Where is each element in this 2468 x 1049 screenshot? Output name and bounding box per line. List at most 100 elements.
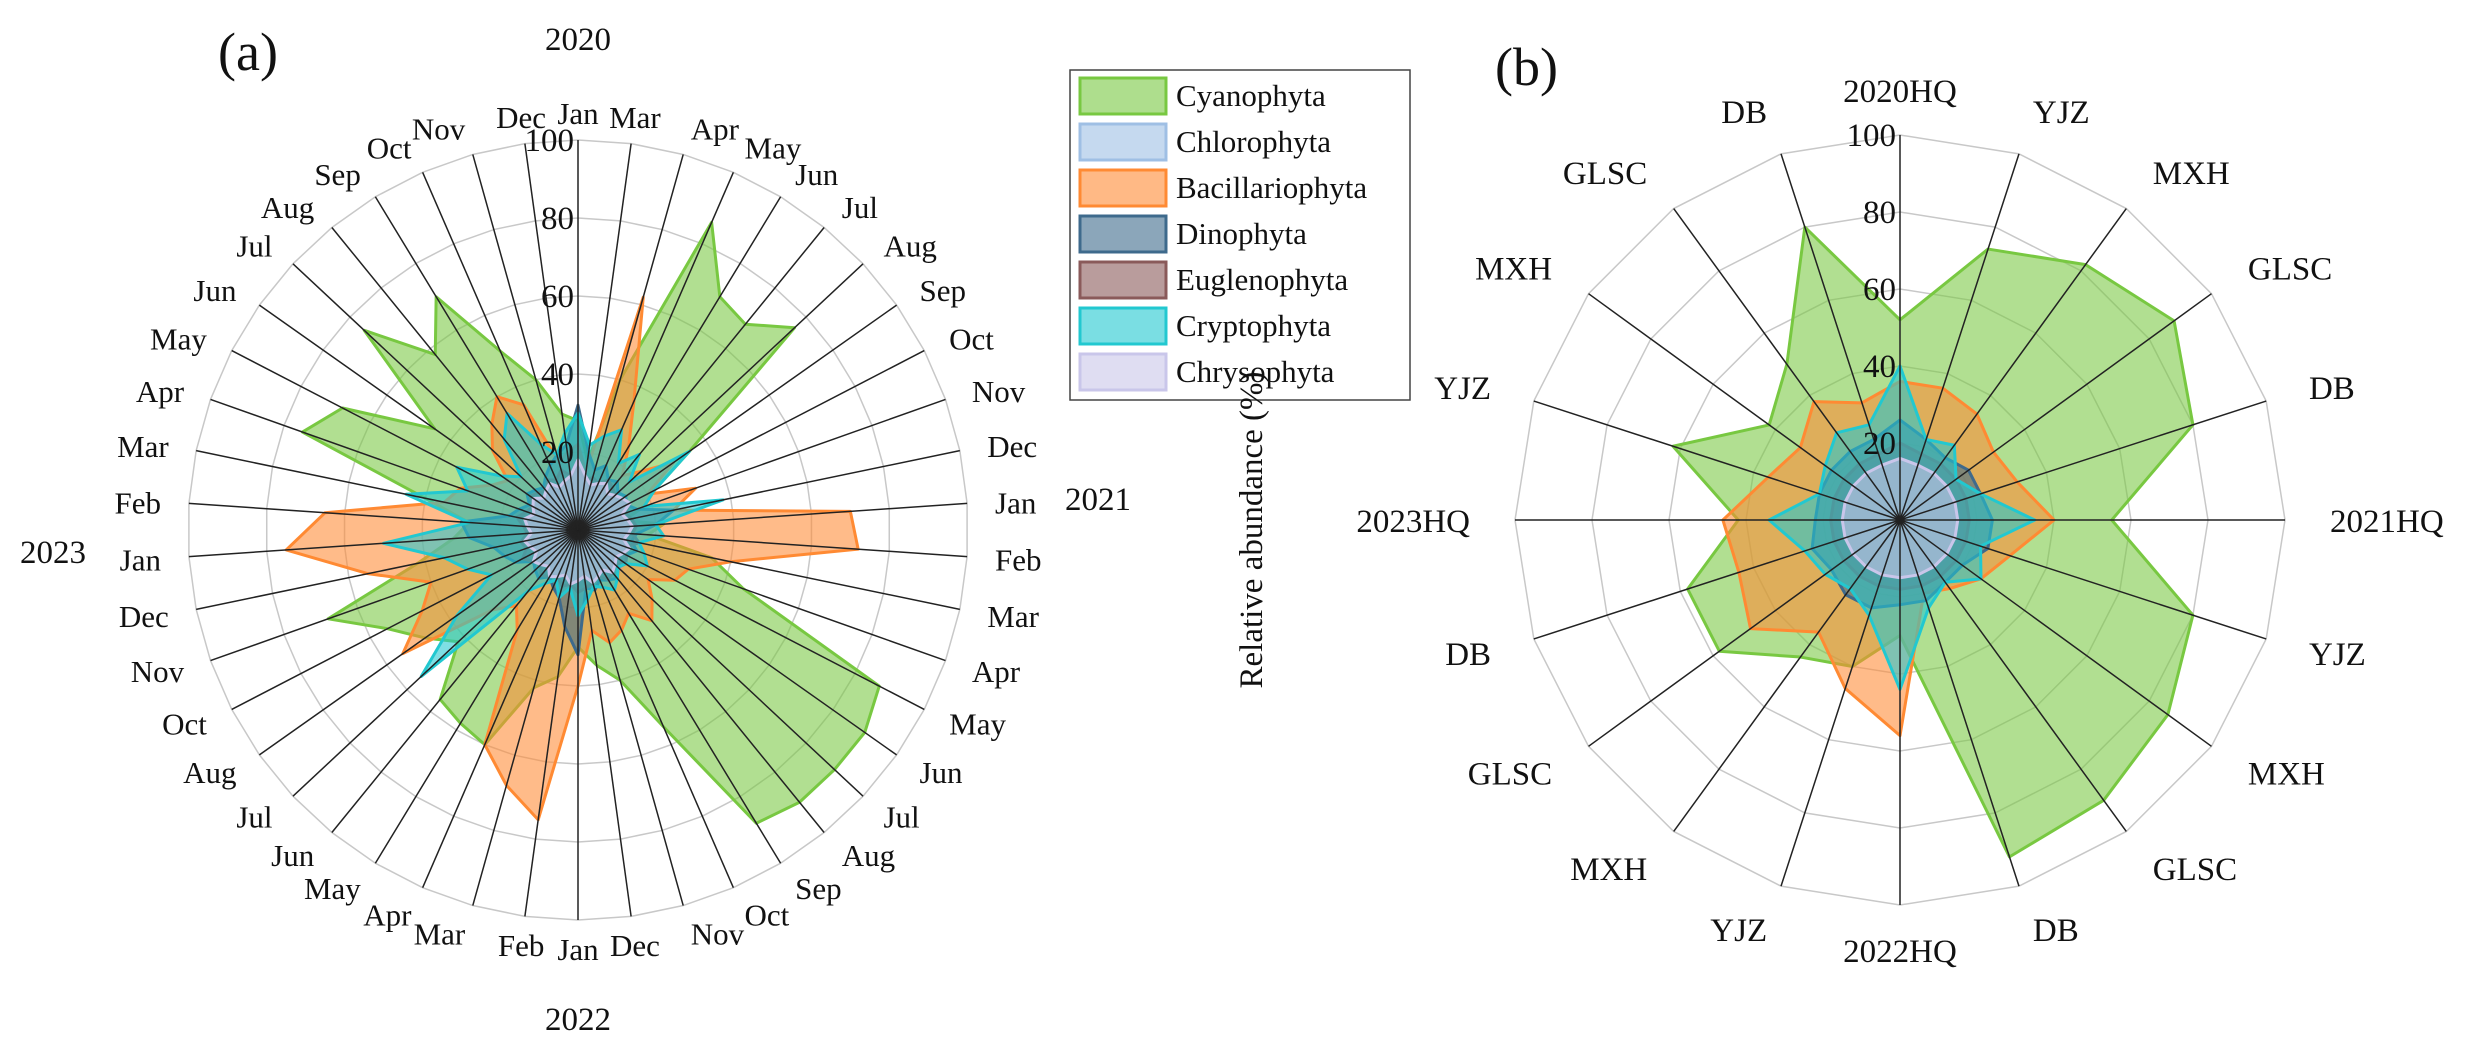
- radial-axis: [1899, 208, 2127, 521]
- radial-axis: [292, 263, 579, 531]
- radial-axis: [1533, 400, 1901, 521]
- category-label: Jun: [193, 273, 237, 308]
- radial-axis: [1588, 519, 1901, 747]
- category-label: May: [949, 706, 1006, 741]
- radial-axis: [577, 398, 946, 531]
- radar-a-year-labels: 2020 2021 2022 2023: [20, 22, 1131, 1038]
- radial-axis: [421, 171, 579, 531]
- radial-axis: [472, 154, 579, 531]
- radar-a-axes: [188, 140, 968, 920]
- category-label: May: [304, 871, 361, 906]
- category-label: Apr: [691, 112, 740, 147]
- category-label: Nov: [972, 374, 1026, 409]
- y-axis-label: Relative abundance (%): [1234, 371, 1270, 688]
- radar-chart-a: (a) 20 40 60 80 100 Jan Mar AprMayJunJulAu…: [20, 22, 1131, 1038]
- radial-axis: [524, 143, 579, 531]
- category-label: Nov: [412, 112, 466, 147]
- category-label: 2021HQ: [2330, 504, 2444, 540]
- radial-axis: [1899, 293, 2212, 521]
- r-tick-label: 20: [1863, 426, 1896, 462]
- radial-axis: [577, 349, 925, 531]
- legend-label-cyanophyta: Cyanophyta: [1176, 78, 1326, 113]
- category-label: MXH: [1570, 852, 1647, 888]
- radial-axis: [258, 304, 579, 531]
- radial-axis: [577, 226, 825, 531]
- radial-axis: [196, 529, 579, 611]
- radial-axis: [1673, 208, 1901, 521]
- category-label: Jun: [795, 157, 839, 192]
- category-label: Apr: [136, 374, 185, 409]
- radial-axis: [1588, 293, 1901, 521]
- category-label: May: [150, 322, 207, 357]
- radial-axis: [188, 502, 579, 531]
- legend-label-cryptophyta: Cryptophyta: [1176, 308, 1331, 343]
- radial-axis: [196, 449, 579, 531]
- category-label: Jan: [557, 932, 599, 967]
- category-label: MXH: [2153, 156, 2230, 192]
- radial-axis: [577, 263, 864, 531]
- category-label: Jul: [883, 799, 919, 834]
- category-label: Oct: [745, 897, 790, 932]
- category-label: Mar: [117, 429, 169, 464]
- category-label: DB: [1721, 95, 1767, 131]
- r-tick-label: 100: [1847, 118, 1897, 154]
- radial-axis: [577, 529, 898, 756]
- category-label: Feb: [498, 928, 545, 963]
- category-label: Mar: [609, 100, 661, 135]
- radial-axis: [1899, 400, 2267, 521]
- radial-axis: [577, 304, 898, 531]
- category-label: Aug: [883, 229, 936, 264]
- radar-b-series: [1671, 225, 2195, 859]
- legend-swatch-chrysophyta: [1078, 352, 1168, 392]
- panel-a-title: (a): [218, 22, 278, 82]
- category-label: GLSC: [1468, 757, 1552, 793]
- radial-axis: [577, 529, 960, 611]
- category-label: Apr: [363, 897, 412, 932]
- radial-axis: [258, 529, 579, 756]
- category-label: Apr: [972, 654, 1021, 689]
- radial-axis: [577, 502, 968, 531]
- r-tick-label: 80: [1863, 195, 1896, 231]
- radial-axis: [472, 529, 579, 906]
- category-label: Nov: [691, 916, 745, 951]
- category-label: DB: [1445, 637, 1491, 673]
- radial-axis: [1780, 153, 1901, 521]
- category-label: DB: [2033, 913, 2079, 949]
- category-label: Feb: [114, 485, 161, 520]
- category-label: Feb: [995, 543, 1042, 578]
- radial-axis: [577, 529, 684, 906]
- r-tick-label: 40: [541, 357, 574, 393]
- radar-b-category-labels: 2020HQ YJZ MXH GLSC DB 2021HQ YJZ MXH GLSC DB 2022…: [1356, 74, 2444, 970]
- category-label: Sep: [795, 871, 842, 906]
- category-label: GLSC: [2248, 251, 2332, 287]
- radial-axis: [577, 529, 968, 558]
- radial-axis: [577, 529, 925, 711]
- year-label-2020: 2020: [545, 22, 611, 58]
- legend-label-chlorophyta: Chlorophyta: [1176, 124, 1331, 159]
- radial-axis: [231, 529, 579, 711]
- category-label: Sep: [919, 273, 966, 308]
- radial-axis: [577, 449, 960, 531]
- category-label: Aug: [261, 190, 314, 225]
- category-label: GLSC: [2153, 852, 2237, 888]
- r-tick-label: 60: [1863, 272, 1896, 308]
- category-label: YJZ: [1434, 371, 1491, 407]
- legend-swatch-cryptophyta: [1078, 306, 1168, 346]
- legend-label-euglenophyta: Euglenophyta: [1176, 262, 1348, 297]
- radial-axis: [1899, 519, 2267, 640]
- radial-axis: [524, 529, 579, 917]
- radar-a-category-labels: Jan Mar AprMayJunJulAugSepOctNovDecJanFebM…: [114, 96, 1041, 967]
- radial-axis: [292, 529, 579, 797]
- radial-axis: [231, 349, 579, 531]
- radial-axis: [1780, 519, 1901, 887]
- category-label: Jan: [557, 96, 599, 131]
- category-label: Jun: [271, 838, 315, 873]
- radial-axis: [577, 529, 825, 834]
- radial-axis: [1899, 519, 2127, 832]
- radial-axis: [577, 171, 735, 531]
- radar-chart-b: (b) 20 40 60 80 100 2020HQYJZMXHGLSCDB20…: [1356, 37, 2444, 970]
- radar-b-r-ticks: 20 40 60 80 100: [1847, 118, 1897, 462]
- legend-label-chrysophyta: Chrysophyta: [1176, 354, 1335, 389]
- radial-axis: [577, 196, 782, 531]
